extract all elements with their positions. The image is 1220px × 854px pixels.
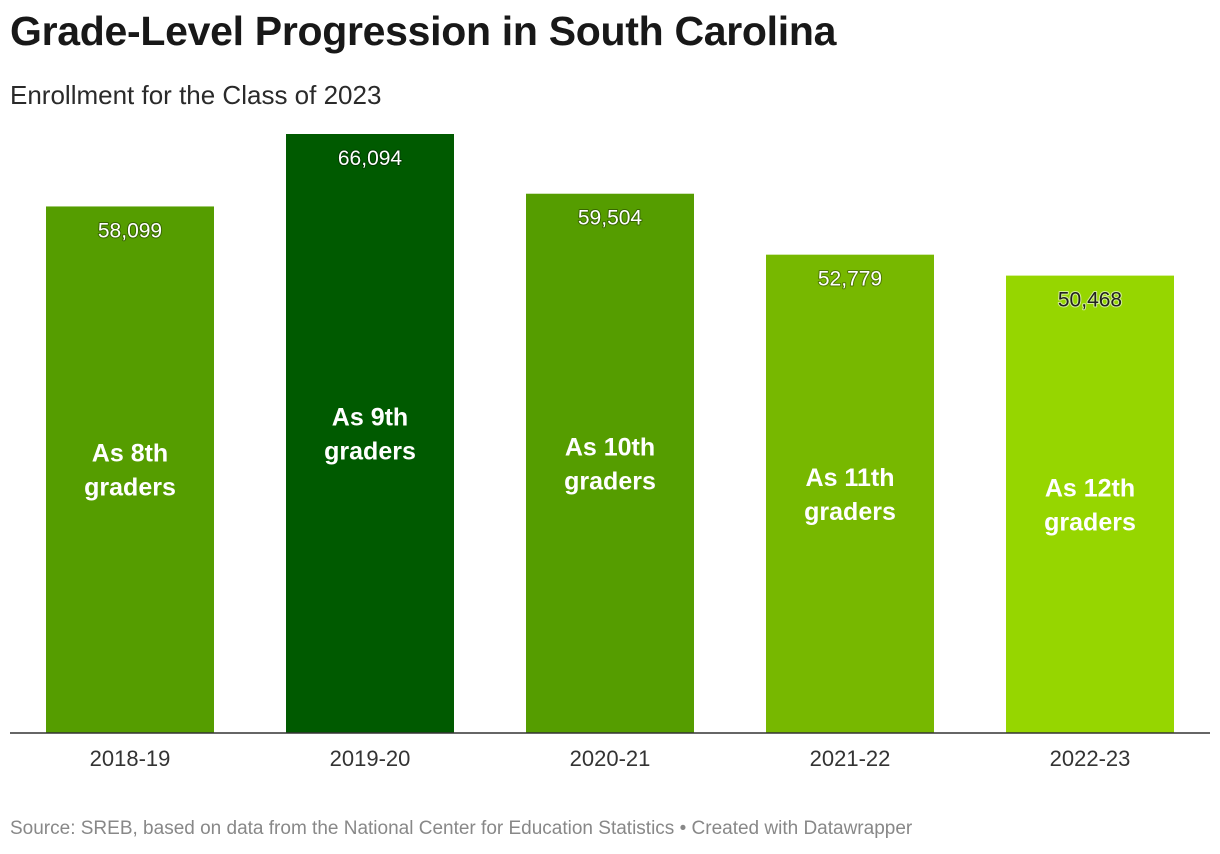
credit-link[interactable]: Created with Datawrapper	[691, 818, 913, 839]
bar-2020-21[interactable]	[526, 193, 694, 733]
value-label-2020-21: 59,504	[578, 207, 643, 230]
grade-label-2019-20-line-2: graders	[324, 438, 416, 466]
bar-2018-19[interactable]	[46, 206, 214, 733]
x-tick-2019-20: 2019-20	[330, 746, 411, 771]
x-axis-ticks: 2018-19 2019-20 2020-21 2021-22 2022-23	[90, 746, 1131, 771]
grade-label-2020-21-line-2: graders	[564, 467, 656, 495]
chart-title: Grade-Level Progression in South Carolin…	[10, 8, 837, 54]
grade-label-2019-20-line-1: As 9th	[332, 404, 408, 432]
source-note: Source: SREB, based on data from the Nat…	[10, 818, 675, 839]
grade-label-2021-22-line-2: graders	[804, 498, 896, 526]
value-label-2022-23: 50,468	[1058, 289, 1122, 312]
bar-2019-20[interactable]	[286, 134, 454, 733]
x-tick-2021-22: 2021-22	[810, 746, 891, 771]
value-label-2021-22: 52,779	[818, 268, 882, 291]
value-label-2018-19: 58,099	[98, 219, 162, 242]
bar-2022-23[interactable]	[1006, 275, 1174, 733]
grade-label-2022-23-line-1: As 12th	[1045, 474, 1135, 502]
bar-2021-22[interactable]	[766, 254, 934, 733]
grade-label-2020-21-line-1: As 10th	[565, 433, 655, 461]
chart-subtitle: Enrollment for the Class of 2023	[10, 80, 382, 110]
grade-label-2022-23-line-2: graders	[1044, 508, 1136, 536]
x-tick-2018-19: 2018-19	[90, 746, 171, 771]
value-label-2019-20: 66,094	[338, 147, 403, 170]
x-tick-2022-23: 2022-23	[1050, 746, 1131, 771]
grade-label-2018-19-line-2: graders	[84, 474, 176, 502]
x-tick-2020-21: 2020-21	[570, 746, 651, 771]
bar-chart: 58,099 As 8th graders 66,094 As 9th graders 59…	[10, 134, 1210, 771]
footer-separator: •	[679, 818, 687, 839]
grade-label-2018-19-line-1: As 8th	[92, 440, 168, 468]
grade-label-2021-22-line-1: As 11th	[806, 464, 895, 492]
chart-footer: Source: SREB, based on data from the Nat…	[10, 818, 912, 840]
bars-layer: 58,099 As 8th graders 66,094 As 9th graders 59…	[46, 134, 1174, 733]
